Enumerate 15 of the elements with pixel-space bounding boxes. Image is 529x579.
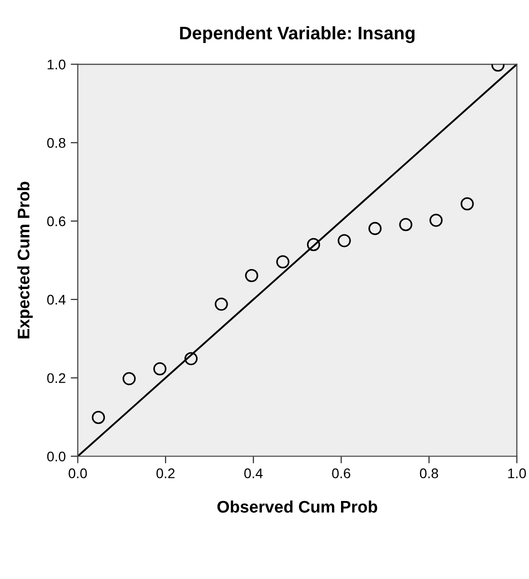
x-tick-label: 0.4: [244, 468, 263, 478]
chart-title: Dependent Variable: Insang: [180, 26, 414, 44]
y-tick-label: 1.0: [48, 60, 66, 70]
x-axis-title: Observed Cum Prob: [217, 500, 378, 513]
x-tick-label: 0.2: [156, 468, 175, 478]
y-axis-title: Expected Cum Prob: [17, 182, 33, 338]
y-tick-label: 0.8: [47, 138, 66, 148]
y-tick-label: 0.6: [47, 216, 66, 226]
x-tick-label: 0.0: [68, 468, 87, 478]
x-tick-label: 1.0: [508, 468, 526, 478]
y-tick-label: 0.2: [47, 373, 66, 384]
x-tick-label: 0.6: [332, 468, 350, 478]
y-tick-label: 0.0: [47, 452, 66, 462]
y-tick-label: 0.4: [47, 294, 66, 305]
x-tick-label: 0.8: [420, 468, 438, 478]
